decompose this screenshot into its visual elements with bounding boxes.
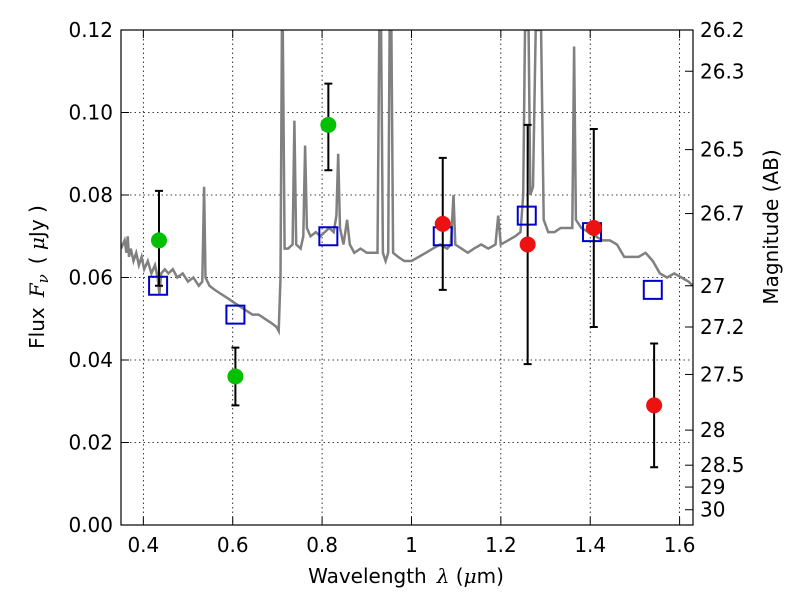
model-spectrum-line	[121, 30, 693, 336]
y2-tick-label: 30	[700, 498, 725, 522]
y2-tick-label: 26.3	[700, 59, 745, 83]
y2-tick-label: 28.5	[700, 453, 745, 477]
x-tick-label: 1	[405, 533, 418, 557]
y-tick-label: 0.12	[68, 18, 113, 42]
y2-tick-label: 26.7	[700, 202, 745, 226]
x-axis-unit-open: (	[449, 564, 463, 588]
nir-detection-point	[585, 220, 602, 236]
x-tick-label: 1.6	[664, 533, 696, 557]
y-tick-label: 0.08	[68, 183, 113, 207]
nir-detection-point	[519, 236, 536, 253]
y-tick-label: 0.06	[68, 266, 113, 290]
y-axis-unit-open: (	[25, 250, 49, 264]
y-axis-unit-mu: μ	[25, 237, 49, 250]
x-axis-unit-mu: μ	[464, 564, 477, 588]
y-axis-title-prefix: Flux	[25, 307, 49, 349]
model-photometry-square	[225, 304, 246, 325]
x-tick-label: 0.8	[306, 533, 338, 557]
y2-tick-label: 27.2	[700, 315, 745, 339]
x-tick-label: 0.6	[217, 533, 249, 557]
x-tick-label: 1.4	[574, 533, 606, 557]
x-axis-unit-rest: m)	[477, 564, 504, 588]
y-axis-title: Flux Fν ( μJy )	[25, 205, 52, 349]
y2-tick-label: 26.5	[700, 138, 745, 162]
x-axis-title: Wavelength λ (μm)	[308, 564, 504, 588]
y2-tick-label: 27	[700, 274, 725, 298]
x-tick-label: 0.4	[127, 533, 159, 557]
model-photometry-square	[318, 226, 339, 247]
x-axis-lambda: λ	[436, 564, 450, 588]
y2-tick-label: 29	[700, 475, 725, 499]
y2-tick-label: 26.2	[700, 18, 745, 42]
y-tick-label: 0.10	[68, 101, 113, 125]
nir-detection-point	[434, 215, 451, 232]
y-tick-label: 0.04	[68, 348, 113, 372]
y-axis-unit-rest: Jy )	[25, 205, 49, 239]
y-tick-label: 0.00	[68, 513, 113, 537]
x-axis-title-prefix: Wavelength	[308, 564, 427, 588]
y2-tick-label: 28	[700, 418, 725, 442]
optical-detection-point	[320, 116, 337, 133]
nir-detection-point	[646, 397, 663, 414]
optical-detection-point	[150, 232, 167, 249]
x-tick-label: 1.2	[485, 533, 517, 557]
y-axis-symbol-nu: ν	[34, 274, 52, 283]
model-photometry-square	[642, 279, 663, 300]
y2-axis-title: Magnitude (AB)	[759, 149, 783, 304]
y2-tick-label: 27.5	[700, 362, 745, 386]
axis-ticks: 0.4 0.6 0.8 1 1.2 1.4 1.6 0.00 0.02 0.04 0.06 0.08 0…	[68, 18, 744, 557]
data-marks	[148, 82, 663, 469]
optical-detection-point	[227, 368, 244, 385]
y-tick-label: 0.02	[68, 431, 113, 455]
y-axis-symbol-f: F	[25, 282, 49, 298]
